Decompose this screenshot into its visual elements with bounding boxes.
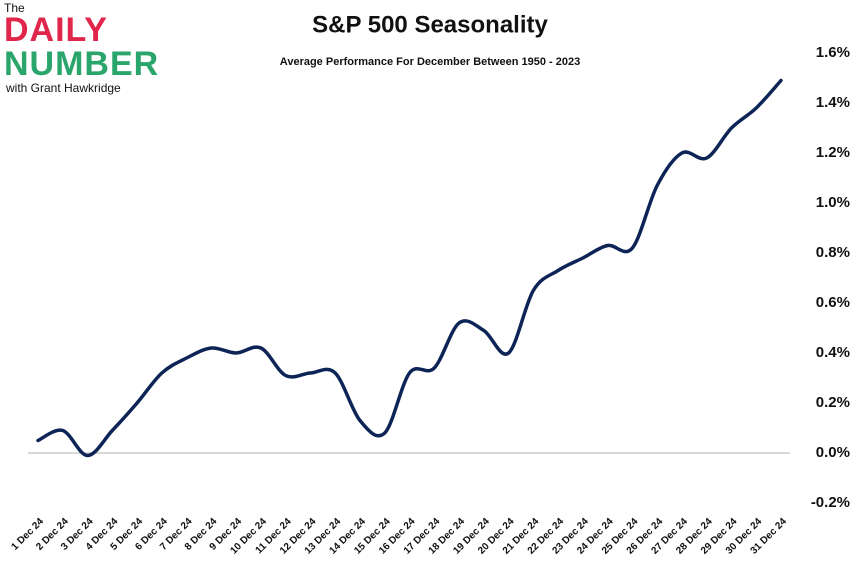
logo-top: The — [4, 1, 25, 15]
logo-byline: with Grant Hawkridge — [5, 81, 121, 95]
y-tick-label: -0.2% — [811, 494, 850, 511]
y-tick-label: 0.4% — [816, 344, 850, 361]
y-tick-label: 0.0% — [816, 444, 850, 461]
y-tick-label: 0.2% — [816, 394, 850, 411]
data-line — [36, 78, 783, 458]
y-tick-label: 1.6% — [816, 44, 850, 61]
chart-title: S&P 500 Seasonality — [312, 11, 548, 38]
chart-subtitle: Average Performance For December Between… — [280, 56, 580, 68]
logo-line1: DAILY — [4, 11, 108, 49]
y-tick-label: 1.0% — [816, 194, 850, 211]
y-tick-label: 1.4% — [816, 94, 850, 111]
y-tick-label: 0.6% — [816, 294, 850, 311]
y-tick-label: 0.8% — [816, 244, 850, 261]
logo-line2: NUMBER — [4, 45, 159, 83]
y-tick-label: 1.2% — [816, 144, 850, 161]
